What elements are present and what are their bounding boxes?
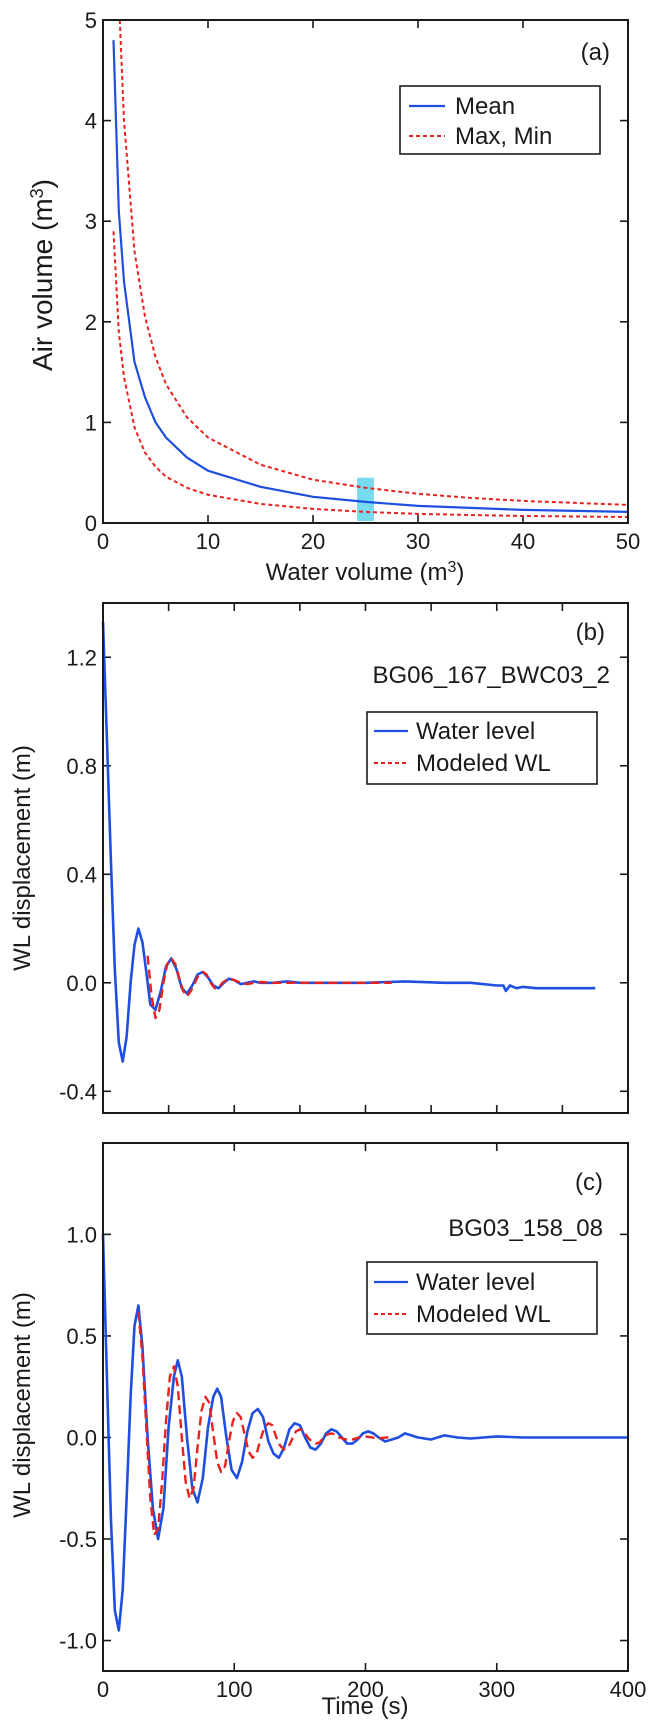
y-tick-label: 1 xyxy=(85,410,97,435)
legend-box xyxy=(399,85,601,155)
series-line-water-level xyxy=(101,621,596,1063)
x-tick-label: 0 xyxy=(97,1677,109,1702)
panel-label: (a) xyxy=(581,39,610,66)
legend: Water level Modeled WL xyxy=(366,711,598,785)
x-tick-label: 100 xyxy=(216,1677,253,1702)
legend-label-water-level: Water level xyxy=(416,718,535,745)
y-tick-label: 4 xyxy=(85,109,97,134)
legend-box xyxy=(366,1261,598,1335)
y-tick-label: 0.4 xyxy=(66,862,97,887)
y-tick-label: 0.0 xyxy=(66,1425,97,1450)
legend-label-modeled: Modeled WL xyxy=(416,750,551,777)
y-tick-label: 0.0 xyxy=(66,971,97,996)
y-tick-label: -1.0 xyxy=(59,1629,97,1654)
x-axis-label: Time (s) xyxy=(321,1693,408,1720)
series-line-water-level xyxy=(101,1234,628,1632)
legend-box xyxy=(366,711,598,785)
y-tick-label: 1.2 xyxy=(66,645,97,670)
x-tick-label: 50 xyxy=(616,529,640,554)
legend-label-modeled: Modeled WL xyxy=(416,1301,551,1328)
legend: Mean Max, Min xyxy=(399,85,601,155)
y-tick-label: 1.0 xyxy=(66,1222,97,1247)
axes-frame xyxy=(102,19,629,524)
series-line-modeled-wl xyxy=(146,955,392,1020)
y-tick-label: 0 xyxy=(85,511,97,536)
panel-c-wl-displacement: 0 100 200 300 400 -1.0 -0.5 0.0 0.5 1.0 (c) BG03_… xyxy=(9,1142,647,1720)
x-tick-label: 300 xyxy=(478,1677,515,1702)
panel-b-wl-displacement: -0.4 0.0 0.4 0.8 1.2 (b) BG06_167_BWC03_2 Wa… xyxy=(9,602,629,1114)
legend: Water level Modeled WL xyxy=(366,1261,598,1335)
legend-label-water-level: Water level xyxy=(416,1269,535,1296)
legend-label-maxmin: Max, Min xyxy=(455,123,552,150)
x-tick-label: 10 xyxy=(196,529,220,554)
y-axis-label: Air volume (m3) xyxy=(27,179,58,371)
y-tick-label: 3 xyxy=(85,209,97,234)
legend-label-mean: Mean xyxy=(455,93,515,120)
panel-a-air-vs-water-volume: 0 10 20 30 40 50 0 1 2 3 4 5 (a) Mean Max, Min Wate… xyxy=(27,8,640,586)
y-axis-label: WL displacement (m) xyxy=(9,1292,36,1518)
y-tick-label: 0.8 xyxy=(66,754,97,779)
series-line-max xyxy=(118,19,629,506)
panel-label: (b) xyxy=(576,619,605,646)
x-tick-label: 0 xyxy=(97,529,109,554)
x-axis-label: Water volume (m3) xyxy=(266,559,465,586)
well-id: BG03_158_08 xyxy=(448,1215,603,1242)
x-tick-label: 200 xyxy=(347,1677,384,1702)
y-tick-label: -0.4 xyxy=(59,1079,97,1104)
series-line-modeled-wl xyxy=(137,1311,392,1537)
x-tick-label: 400 xyxy=(610,1677,647,1702)
y-tick-label: -0.5 xyxy=(59,1527,97,1552)
panel-label: (c) xyxy=(575,1169,603,1196)
well-id: BG06_167_BWC03_2 xyxy=(373,662,611,689)
series-line-mean xyxy=(112,40,629,513)
y-axis-label: WL displacement (m) xyxy=(9,745,36,971)
axes-frame xyxy=(102,602,629,1114)
axes-frame xyxy=(102,1142,629,1672)
x-tick-label: 20 xyxy=(301,529,325,554)
y-tick-label: 2 xyxy=(85,310,97,335)
x-tick-label: 40 xyxy=(511,529,535,554)
series-line-min xyxy=(112,231,629,518)
y-tick-label: 0.5 xyxy=(66,1324,97,1349)
x-tick-label: 30 xyxy=(406,529,430,554)
highlight-band xyxy=(357,477,374,521)
y-tick-label: 5 xyxy=(85,8,97,33)
